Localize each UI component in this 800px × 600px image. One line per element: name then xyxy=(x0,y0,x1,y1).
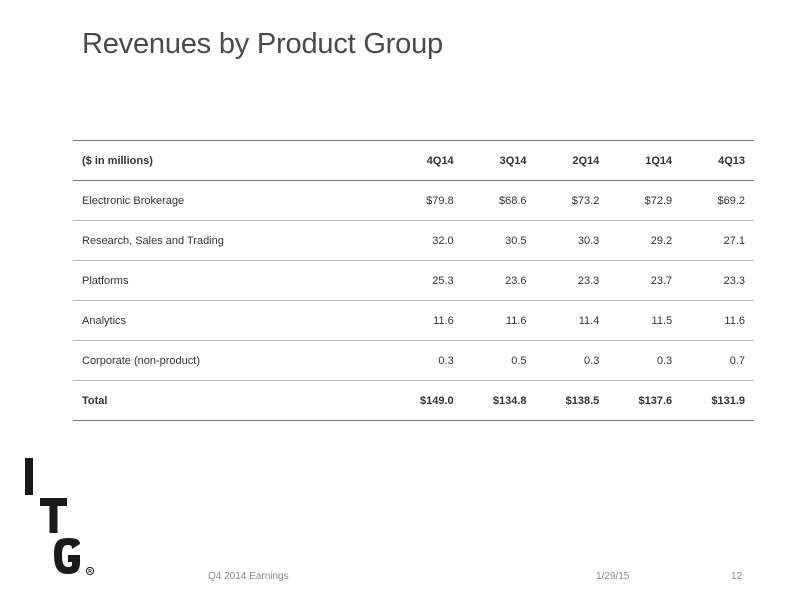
registered-mark xyxy=(85,566,95,576)
logo-letter-i xyxy=(25,458,33,495)
table-row: Research, Sales and Trading 32.0 30.5 30… xyxy=(73,220,754,261)
table-cell: 0.5 xyxy=(453,340,527,381)
header-cell: 4Q13 xyxy=(672,140,754,181)
row-label: Corporate (non-product) xyxy=(73,340,381,381)
table-cell: 27.1 xyxy=(672,220,754,261)
table-cell: 11.4 xyxy=(526,300,600,341)
table-cell: 30.5 xyxy=(453,220,527,261)
table-cell: 29.2 xyxy=(599,220,673,261)
table-cell: 11.6 xyxy=(380,300,454,341)
table-row: Corporate (non-product) 0.3 0.5 0.3 0.3 … xyxy=(73,340,754,381)
table-cell: 0.3 xyxy=(380,340,454,381)
total-cell: $149.0 xyxy=(380,380,454,421)
row-label: Electronic Brokerage xyxy=(73,180,381,221)
total-cell: $131.9 xyxy=(672,380,754,421)
table-cell: 30.3 xyxy=(526,220,600,261)
svg-text:R: R xyxy=(88,569,92,575)
table-cell: 23.3 xyxy=(672,260,754,301)
table-cell: 11.6 xyxy=(672,300,754,341)
total-label: Total xyxy=(73,380,381,421)
row-label: Research, Sales and Trading xyxy=(73,220,381,261)
total-cell: $134.8 xyxy=(453,380,527,421)
table-row: Electronic Brokerage $79.8 $68.6 $73.2 $… xyxy=(73,180,754,221)
header-cell: 2Q14 xyxy=(526,140,600,181)
table-cell: $69.2 xyxy=(672,180,754,221)
total-cell: $137.6 xyxy=(599,380,673,421)
table-cell: 23.3 xyxy=(526,260,600,301)
row-label: Platforms xyxy=(73,260,381,301)
table-cell: $79.8 xyxy=(380,180,454,221)
table-cell: $72.9 xyxy=(599,180,673,221)
header-cell: ($ in millions) xyxy=(73,140,381,181)
revenue-table: ($ in millions) 4Q14 3Q14 2Q14 1Q14 4Q13… xyxy=(73,140,754,421)
table-row: Analytics 11.6 11.6 11.4 11.5 11.6 xyxy=(73,300,754,341)
table-cell: 0.3 xyxy=(526,340,600,381)
footer-title: Q4 2014 Earnings xyxy=(208,571,289,582)
logo-letter-t xyxy=(40,498,67,533)
table-cell: $73.2 xyxy=(526,180,600,221)
table-cell: 11.6 xyxy=(453,300,527,341)
page-number: 12 xyxy=(731,571,743,582)
table-cell: 25.3 xyxy=(380,260,454,301)
table-cell: 0.7 xyxy=(672,340,754,381)
table-cell: 0.3 xyxy=(599,340,673,381)
table-row: Platforms 25.3 23.6 23.3 23.7 23.3 xyxy=(73,260,754,301)
page-title: Revenues by Product Group xyxy=(82,28,443,60)
itg-logo: R xyxy=(25,458,95,576)
table-cell: 11.5 xyxy=(599,300,673,341)
footer-date: 1/29/15 xyxy=(596,571,630,582)
row-label: Analytics xyxy=(73,300,381,341)
total-cell: $138.5 xyxy=(526,380,600,421)
header-cell: 3Q14 xyxy=(453,140,527,181)
header-cell: 4Q14 xyxy=(380,140,454,181)
table-cell: 23.6 xyxy=(453,260,527,301)
table-cell: 23.7 xyxy=(599,260,673,301)
table-cell: 32.0 xyxy=(380,220,454,261)
header-cell: 1Q14 xyxy=(599,140,673,181)
table-header-row: ($ in millions) 4Q14 3Q14 2Q14 1Q14 4Q13 xyxy=(73,140,754,181)
logo-letter-g xyxy=(54,538,80,574)
total-row: Total $149.0 $134.8 $138.5 $137.6 $131.9 xyxy=(73,380,754,421)
table-cell: $68.6 xyxy=(453,180,527,221)
